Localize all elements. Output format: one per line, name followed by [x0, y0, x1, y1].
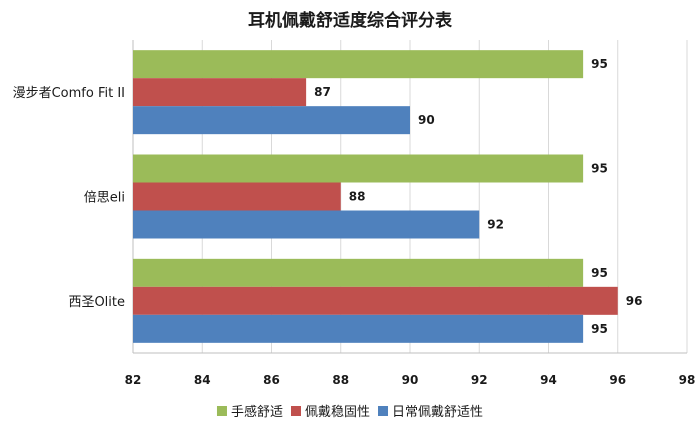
legend-swatch: [290, 406, 301, 416]
bar: [133, 106, 410, 135]
bar: [133, 210, 480, 239]
chart-title: 耳机佩戴舒适度综合评分表: [248, 10, 453, 31]
x-tick-label: 88: [332, 373, 349, 387]
x-tick-label: 86: [263, 373, 280, 387]
x-axis-ticks: 82 84 86 88 90 92 94 96 98: [125, 373, 696, 387]
x-tick-label: 82: [125, 373, 142, 387]
legend-label: 手感舒适: [231, 404, 283, 420]
category-label: 西圣Olite: [68, 295, 125, 310]
data-label: 96: [626, 294, 643, 308]
data-label: 95: [591, 162, 608, 176]
data-label: 90: [418, 113, 435, 127]
bars: [133, 50, 618, 343]
category-labels: 漫步者Comfo Fit II 倍思eli 西圣Olite: [13, 86, 125, 310]
x-tick-label: 90: [402, 373, 419, 387]
bar: [133, 182, 341, 211]
x-tick-label: 94: [540, 373, 557, 387]
legend-swatch: [378, 406, 389, 416]
x-tick-label: 92: [471, 373, 488, 387]
bar: [133, 50, 584, 79]
category-label: 漫步者Comfo Fit II: [13, 86, 125, 101]
legend-label: 佩戴稳固性: [305, 404, 370, 420]
bar: [133, 286, 618, 315]
x-tick-label: 98: [679, 373, 696, 387]
bar: [133, 258, 584, 287]
bar: [133, 154, 584, 183]
bar: [133, 314, 584, 343]
category-label: 倍思eli: [84, 191, 125, 206]
data-label: 95: [591, 322, 608, 336]
x-tick-label: 96: [609, 373, 626, 387]
data-labels: 95 87 90 95 88 92 95 96 95: [314, 57, 642, 336]
data-label: 87: [314, 85, 331, 99]
data-label: 92: [487, 218, 504, 232]
x-tick-label: 84: [194, 373, 211, 387]
data-label: 88: [349, 190, 366, 204]
legend-label: 日常佩戴舒适性: [392, 405, 483, 420]
data-label: 95: [591, 57, 608, 71]
legend: 手感舒适 佩戴稳固性 日常佩戴舒适性: [216, 404, 483, 420]
bar: [133, 78, 307, 107]
legend-swatch: [216, 406, 227, 416]
data-label: 95: [591, 266, 608, 280]
